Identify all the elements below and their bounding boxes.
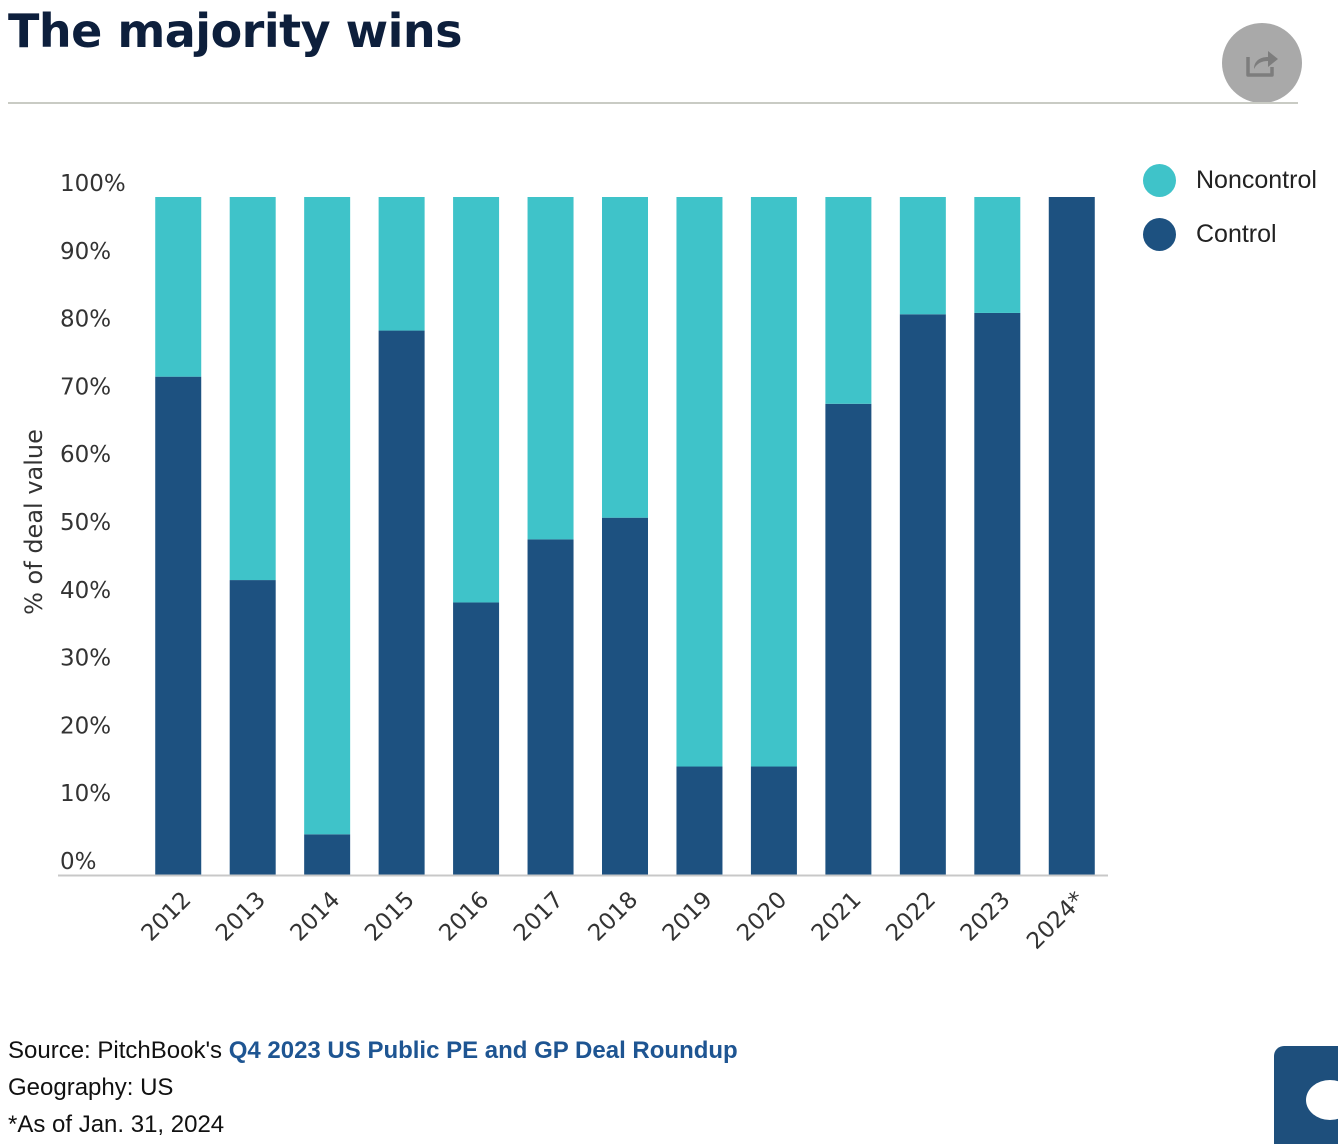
source-prefix: Source: PitchBook's [8, 1037, 229, 1064]
x-tick-label: 2014 [286, 887, 346, 947]
share-icon [1246, 51, 1278, 77]
y-tick-label: 70% [60, 374, 111, 400]
bar-control-2017[interactable] [527, 539, 574, 875]
share-button[interactable] [1222, 23, 1302, 103]
x-tick-label: 2023 [956, 887, 1016, 947]
x-tick-label: 2017 [509, 887, 569, 947]
chat-button[interactable] [1274, 1046, 1338, 1144]
y-tick-label: 80% [60, 307, 111, 333]
x-tick-label: 2013 [211, 887, 271, 947]
y-tick-label: 20% [60, 713, 111, 739]
bar-control-2023[interactable] [974, 312, 1021, 875]
chat-icon [1306, 1080, 1338, 1120]
legend-item-noncontrol[interactable]: Noncontrol [1143, 163, 1317, 197]
legend-swatch-control [1143, 217, 1176, 251]
source-line: Source: PitchBook's Q4 2023 US Public PE… [8, 1032, 738, 1069]
bar-control-2014[interactable] [304, 834, 351, 875]
bar-control-2012[interactable] [155, 376, 202, 875]
y-tick-label: 40% [60, 578, 111, 604]
chart-legend: Noncontrol Control [1143, 163, 1317, 271]
chart-notes: Source: PitchBook's Q4 2023 US Public PE… [8, 1032, 738, 1143]
geography-note: Geography: US [8, 1074, 174, 1101]
bar-noncontrol-2017[interactable] [527, 197, 574, 540]
x-tick-label: 2012 [137, 887, 197, 947]
chart-title: The majority wins [8, 4, 463, 58]
bar-noncontrol-2013[interactable] [229, 197, 276, 581]
bar-control-2016[interactable] [453, 602, 500, 875]
bar-noncontrol-2020[interactable] [750, 197, 797, 767]
x-tick-label: 2022 [881, 887, 941, 947]
y-tick-label: 60% [60, 442, 111, 468]
bar-control-2019[interactable] [676, 766, 723, 875]
bar-noncontrol-2015[interactable] [378, 197, 425, 331]
x-tick-label: 2021 [807, 887, 867, 947]
y-tick-label: 30% [60, 646, 111, 672]
bar-noncontrol-2022[interactable] [899, 197, 946, 315]
x-tick-label: 2024* [1022, 887, 1090, 955]
bar-noncontrol-2012[interactable] [155, 197, 202, 377]
bar-control-2018[interactable] [602, 517, 648, 875]
bar-noncontrol-2019[interactable] [676, 197, 723, 767]
y-tick-label: 0% [60, 849, 97, 875]
title-divider [8, 102, 1298, 104]
y-tick-label: 10% [60, 781, 111, 807]
x-tick-label: 2018 [583, 887, 643, 947]
x-tick-label: 2019 [658, 887, 718, 947]
bar-control-2021[interactable] [825, 403, 872, 875]
legend-label-noncontrol: Noncontrol [1196, 165, 1317, 194]
source-report-link[interactable]: Q4 2023 US Public PE and GP Deal Roundup [228, 1037, 738, 1064]
as-of-note: *As of Jan. 31, 2024 [8, 1111, 225, 1138]
bar-control-2022[interactable] [899, 314, 946, 875]
x-tick-label: 2015 [360, 887, 420, 947]
x-tick-label: 2016 [435, 887, 495, 947]
bar-noncontrol-2021[interactable] [825, 197, 872, 404]
legend-label-control: Control [1196, 219, 1277, 248]
legend-item-control[interactable]: Control [1143, 217, 1317, 251]
y-tick-label: 100% [60, 171, 126, 197]
bar-noncontrol-2016[interactable] [453, 197, 500, 603]
bar-control-2013[interactable] [229, 580, 276, 875]
x-tick-label: 2020 [732, 887, 792, 947]
bar-control-2015[interactable] [378, 330, 425, 875]
y-tick-label: 50% [60, 510, 111, 536]
bar-noncontrol-2018[interactable] [602, 197, 648, 518]
bar-control-2024[interactable] [1048, 197, 1095, 875]
y-tick-label: 90% [60, 239, 111, 265]
legend-swatch-noncontrol [1143, 163, 1176, 197]
y-axis-label: % of deal value [20, 429, 48, 615]
bar-noncontrol-2023[interactable] [974, 197, 1021, 313]
bar-noncontrol-2014[interactable] [304, 197, 351, 835]
stacked-bar-chart: 0% 10% 20% 30% 40% 50% 60% 70% 80% 90% 100% % of de… [20, 171, 1108, 955]
bar-control-2020[interactable] [750, 766, 797, 875]
